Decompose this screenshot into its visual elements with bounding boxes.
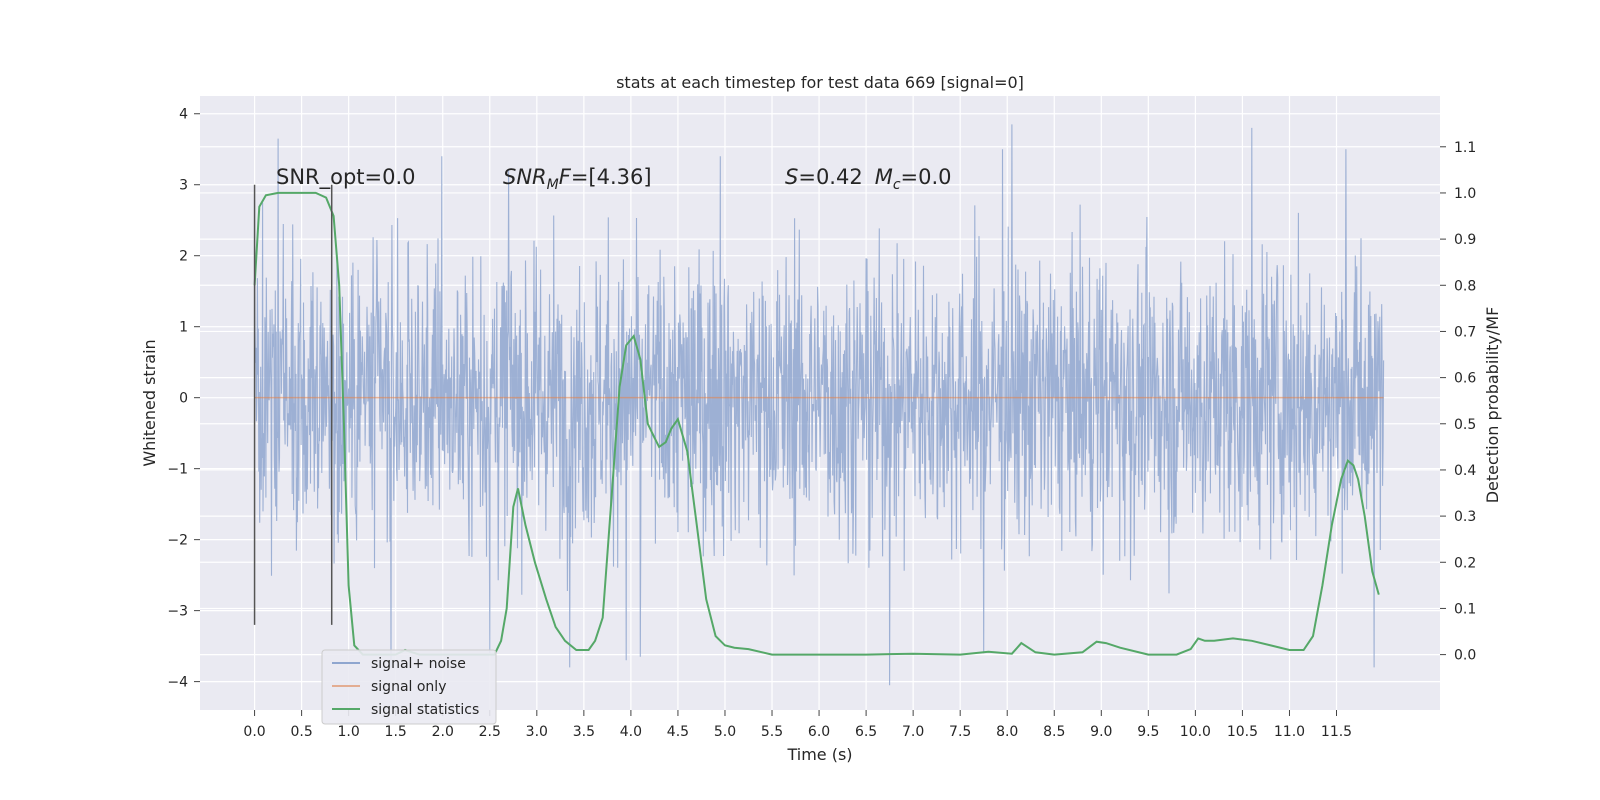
x-tick-label: 3.5 <box>573 724 595 740</box>
legend: signal+ noise signal only signal statist… <box>321 649 497 725</box>
x-tick-label: 11.0 <box>1274 724 1305 740</box>
legend-label-signal: signal only <box>371 679 446 695</box>
y2-axis-ticks: 1.1 1.0 0.9 0.8 0.7 0.6 0.5 0.4 0.3 0.2 0.1 0.0 <box>1440 140 1476 664</box>
y-tick-label: 4 <box>179 107 188 123</box>
x-axis-label: Time (s) <box>786 745 852 764</box>
x-tick-label: 3.0 <box>526 724 548 740</box>
annotation-s: S=0.42 Mc=0.0 <box>785 165 952 193</box>
x-tick-label: 1.0 <box>338 724 360 740</box>
y2-tick-label: 0.0 <box>1454 648 1476 664</box>
x-tick-label: 5.5 <box>761 724 783 740</box>
y-tick-label: −2 <box>167 533 188 549</box>
y-axis-ticks: 4 3 2 1 0 −1 −2 −3 −4 <box>167 107 200 691</box>
y-tick-label: 2 <box>179 249 188 265</box>
x-tick-label: 2.5 <box>479 724 501 740</box>
legend-label-statistics: signal statistics <box>371 702 479 718</box>
legend-box <box>321 649 497 725</box>
y-tick-label: 3 <box>179 178 188 194</box>
x-tick-label: 0.5 <box>290 724 312 740</box>
x-tick-label: 6.0 <box>808 724 830 740</box>
x-tick-label: 6.5 <box>855 724 877 740</box>
x-tick-label: 10.5 <box>1227 724 1258 740</box>
x-axis-ticks: 0.0 0.5 1.0 1.5 2.0 2.5 3.0 3.5 4.0 4.5 5.0 5.5 6.0 6… <box>243 710 1352 740</box>
y2-tick-label: 0.5 <box>1454 417 1476 433</box>
x-tick-label: 4.5 <box>667 724 689 740</box>
y2-tick-label: 0.9 <box>1454 232 1476 248</box>
legend-label-noise: signal+ noise <box>371 656 466 672</box>
annotation-snr-mf: SNRMF=[4.36] <box>503 165 652 193</box>
x-tick-label: 11.5 <box>1321 724 1352 740</box>
y2-tick-label: 0.6 <box>1454 371 1476 387</box>
annotation-snr-opt: SNR_opt=0.0 <box>276 165 416 190</box>
y-tick-label: 0 <box>179 391 188 407</box>
vertical-markers <box>253 184 333 625</box>
x-tick-label: 9.5 <box>1137 724 1159 740</box>
x-tick-label: 7.5 <box>949 724 971 740</box>
chart-title: stats at each timestep for test data 669… <box>616 73 1024 92</box>
x-tick-label: 8.5 <box>1043 724 1065 740</box>
y2-tick-label: 0.2 <box>1454 555 1476 571</box>
x-tick-label: 4.0 <box>620 724 642 740</box>
x-tick-label: 10.0 <box>1180 724 1211 740</box>
y-tick-label: −4 <box>167 675 188 691</box>
y-tick-label: −3 <box>167 604 188 620</box>
x-tick-label: 9.0 <box>1090 724 1112 740</box>
x-tick-label: 2.0 <box>432 724 454 740</box>
y2-tick-label: 0.8 <box>1454 278 1476 294</box>
y2-tick-label: 1.1 <box>1454 140 1476 156</box>
y-tick-label: 1 <box>179 320 188 336</box>
noise-line <box>254 124 1385 686</box>
x-tick-label: 0.0 <box>243 724 265 740</box>
y2-axis-label: Detection probability/MF <box>1483 307 1502 504</box>
y2-tick-label: 1.0 <box>1454 186 1476 202</box>
y-tick-label: −1 <box>167 462 188 478</box>
y2-tick-label: 0.1 <box>1454 601 1476 617</box>
y-axis-label: Whitened strain <box>140 339 159 466</box>
x-tick-label: 5.0 <box>714 724 736 740</box>
noise-series <box>254 124 1385 686</box>
y2-tick-label: 0.4 <box>1454 463 1476 479</box>
x-tick-label: 7.0 <box>902 724 924 740</box>
x-tick-label: 1.5 <box>385 724 407 740</box>
x-tick-label: 8.0 <box>996 724 1018 740</box>
y2-tick-label: 0.3 <box>1454 509 1476 525</box>
y2-tick-label: 0.7 <box>1454 324 1476 340</box>
